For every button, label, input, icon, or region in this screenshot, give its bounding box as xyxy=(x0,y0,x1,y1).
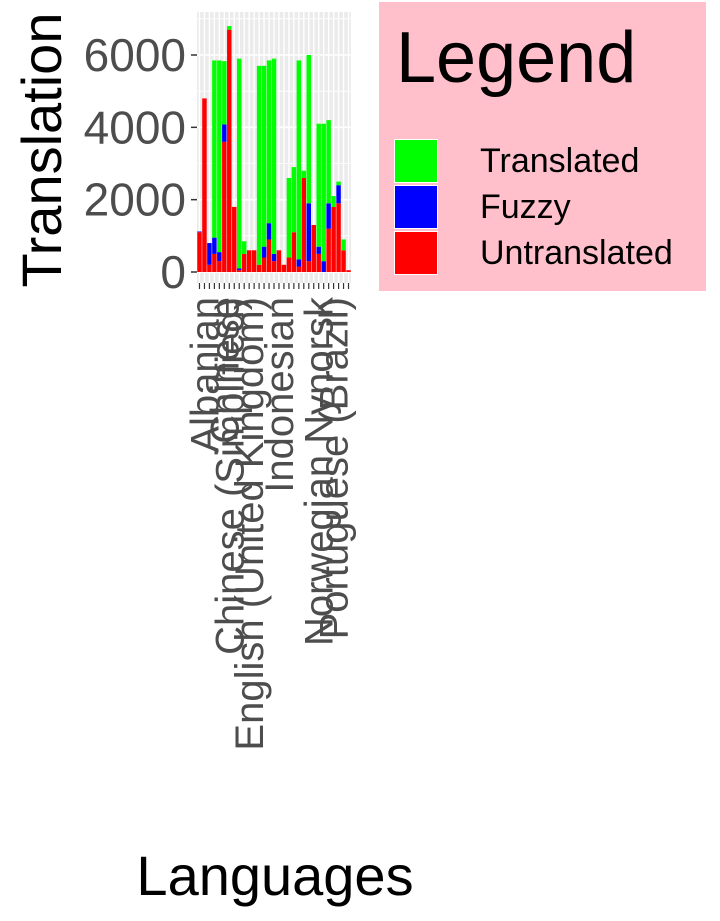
x-axis-title: Languages xyxy=(136,844,413,907)
bar-segment-fuzzy xyxy=(321,261,326,272)
x-tick-label: Chinese (Simplified) xyxy=(208,297,252,655)
legend-key-translated xyxy=(394,139,438,183)
bar-segment-fuzzy xyxy=(236,268,242,271)
bar-segment-translated xyxy=(291,167,297,233)
legend-label-fuzzy: Fuzzy xyxy=(480,188,571,226)
x-tick-label: English (United Kingdom) xyxy=(228,297,272,751)
bar-segment-untranslated xyxy=(241,253,247,272)
bar-segment-fuzzy xyxy=(306,203,312,262)
bar-segment-untranslated xyxy=(316,253,321,272)
bar-segment-fuzzy xyxy=(207,243,212,265)
bar-segment-translated xyxy=(331,196,336,207)
bar-segment-translated xyxy=(316,123,321,247)
bar-segment-fuzzy xyxy=(266,223,272,240)
bar-segment-untranslated xyxy=(281,264,287,272)
bar-segment-untranslated xyxy=(246,250,252,272)
bar-segment-untranslated xyxy=(296,266,302,272)
bar-segment-fuzzy xyxy=(271,253,277,262)
bar-segment-translated xyxy=(212,60,217,238)
bar-segment-untranslated xyxy=(256,264,262,272)
bar-segment-untranslated xyxy=(251,250,257,272)
bar-segment-untranslated xyxy=(271,261,277,272)
bar-segment-untranslated xyxy=(222,141,227,272)
bar-segment-translated xyxy=(286,177,292,258)
bar-segment-untranslated xyxy=(207,264,212,272)
bar-segment-untranslated xyxy=(306,261,312,272)
bar-segment-untranslated xyxy=(326,228,331,272)
bar-segment-untranslated xyxy=(336,203,341,272)
legend-label-translated: Translated xyxy=(480,142,640,180)
bar-segment-untranslated xyxy=(311,224,316,272)
bar-segment-translated xyxy=(341,239,346,251)
bar-segment-untranslated xyxy=(202,98,207,273)
bar-segment-fuzzy xyxy=(336,185,341,204)
bar-segment-untranslated xyxy=(236,270,242,272)
bar-segment-fuzzy xyxy=(296,259,302,267)
bar-segment-untranslated xyxy=(197,232,202,272)
x-tick-label: Indonesian xyxy=(258,297,302,493)
bar-segment-untranslated xyxy=(291,232,297,272)
bar-segment-untranslated xyxy=(286,257,292,272)
bar-segment-untranslated xyxy=(276,250,282,272)
bar-segment-translated xyxy=(256,65,262,265)
y-axis-title: Translation xyxy=(10,13,73,288)
bar-segment-fuzzy xyxy=(316,246,321,254)
bar-segment-untranslated xyxy=(212,253,217,272)
legend-key-untranslated xyxy=(394,231,438,275)
x-tick-label: Portuguese (Brazil) xyxy=(313,297,357,639)
bar-segment-translated xyxy=(321,123,326,262)
bar-segment-fuzzy xyxy=(222,124,227,142)
y-tick-label: 4000 xyxy=(84,101,186,153)
y-tick-label: 6000 xyxy=(84,29,186,81)
bar-segment-translated xyxy=(326,120,331,204)
bar-segment-untranslated xyxy=(217,261,222,272)
legend-title: Legend xyxy=(396,18,637,98)
legend: Legend Translated Fuzzy Untranslated xyxy=(379,2,706,291)
bar-segment-translated xyxy=(266,60,272,224)
bar-segment-untranslated xyxy=(232,206,237,272)
bar-segment-fuzzy xyxy=(217,252,222,262)
legend-label-untranslated: Untranslated xyxy=(480,234,673,272)
legend-entry-untranslated: Untranslated xyxy=(394,231,694,277)
bar-segment-translated xyxy=(217,60,222,253)
bar-segment-translated xyxy=(306,55,312,204)
bar-segment-translated xyxy=(336,181,341,186)
bar-segment-fuzzy xyxy=(212,237,217,254)
bar-segment-translated xyxy=(296,60,302,260)
bar-segment-untranslated xyxy=(227,29,232,272)
bar-segment-fuzzy xyxy=(261,246,267,258)
bar-segment-untranslated xyxy=(331,206,336,272)
x-tick-label: Albanian xyxy=(183,297,227,453)
bar-segment-translated xyxy=(271,58,277,254)
bars xyxy=(197,26,351,273)
bar-segment-translated xyxy=(261,65,267,247)
bar-segment-fuzzy xyxy=(197,231,202,233)
bar-segment-translated xyxy=(241,241,247,254)
y-axis: 0 2000 4000 6000 xyxy=(84,29,197,298)
bar-segment-translated xyxy=(222,61,227,125)
bar-segment-translated xyxy=(236,58,242,269)
legend-key-fuzzy xyxy=(394,185,438,229)
y-tick-label: 2000 xyxy=(84,174,186,226)
bar-segment-fuzzy xyxy=(326,203,331,229)
legend-entry-translated: Translated xyxy=(394,139,694,185)
x-tick-label: Norwegian Nynorsk xyxy=(298,296,342,646)
bar-segment-untranslated xyxy=(341,250,346,272)
bar-segment-translated xyxy=(301,170,307,178)
bar-segment-translated xyxy=(227,26,232,30)
bar-segment-untranslated xyxy=(266,239,272,272)
bar-segment-untranslated xyxy=(261,257,267,272)
y-tick-label: 0 xyxy=(160,246,186,298)
x-tick-label: Chinese xyxy=(203,297,247,444)
bar-segment-untranslated xyxy=(346,270,351,272)
bar-segment-untranslated xyxy=(301,177,307,272)
legend-entry-fuzzy: Fuzzy xyxy=(394,185,694,231)
